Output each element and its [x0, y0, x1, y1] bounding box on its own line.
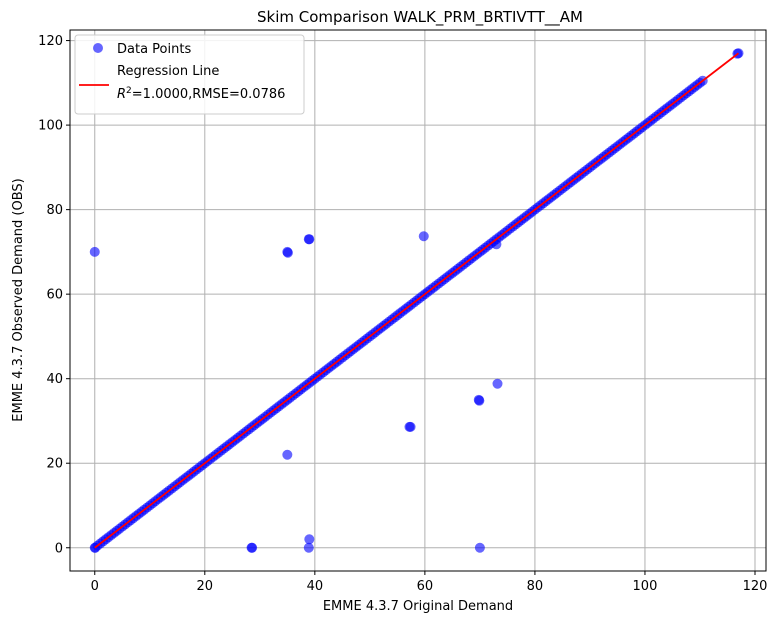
data-point	[282, 247, 293, 258]
y-tick-label: 80	[46, 203, 63, 218]
x-tick-label: 0	[91, 579, 99, 594]
x-tick-label: 80	[527, 579, 544, 594]
legend-label-regression-stats: R2=1.0000,RMSE=0.0786	[117, 86, 285, 102]
legend-marker-data-points	[93, 43, 103, 53]
plot-frame	[69, 29, 767, 572]
regression-line	[94, 52, 740, 549]
x-tick-label: 20	[197, 579, 214, 594]
y-tick-label: 40	[46, 372, 63, 387]
x-tick-label: 120	[743, 579, 768, 594]
y-tick-label: 120	[38, 34, 63, 49]
y-tick-label: 60	[46, 288, 63, 303]
x-tick-label: 60	[417, 579, 434, 594]
legend-box	[74, 34, 305, 115]
x-axis-ticks: 0 20 40 60 80 100 120	[91, 571, 768, 594]
legend-label-regression: Regression Line	[117, 64, 219, 79]
y-axis-ticks: 0 20 40 60 80 100 120	[38, 34, 70, 556]
y-tick-label: 20	[46, 457, 63, 472]
data-point	[474, 542, 485, 553]
data-point	[304, 234, 315, 245]
x-tick-label: 100	[633, 579, 658, 594]
x-tick-label: 40	[307, 579, 324, 594]
data-point	[474, 395, 485, 406]
data-point	[418, 231, 429, 242]
x-axis-label: EMME 4.3.7 Original Demand	[323, 599, 513, 614]
data-point	[304, 534, 315, 545]
y-tick-label: 100	[38, 119, 63, 134]
data-point	[492, 378, 503, 389]
data-point	[405, 421, 416, 432]
data-point	[247, 542, 258, 553]
y-axis-label: EMME 4.3.7 Observed Demand (OBS)	[11, 178, 26, 421]
data-point	[303, 542, 314, 553]
chart-title: Skim Comparison WALK_PRM_BRTIVTT__AM	[257, 8, 583, 27]
y-tick-label: 0	[55, 541, 63, 556]
legend-label-data-points: Data Points	[117, 42, 191, 57]
regression-line-group	[94, 52, 740, 549]
data-point	[282, 449, 293, 460]
data-point	[89, 246, 100, 257]
legend: Data Points Regression Line R2=1.0000,RM…	[74, 34, 305, 115]
